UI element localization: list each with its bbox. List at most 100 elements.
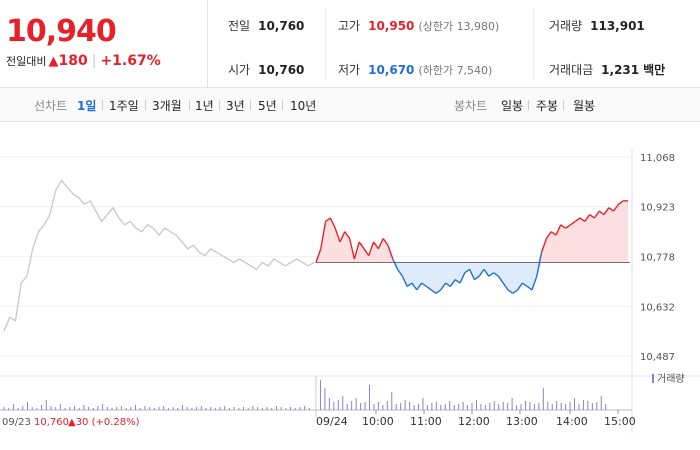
price-segment — [339, 231, 346, 243]
y-tick-label: 11,068 — [640, 153, 675, 164]
price-segment — [325, 217, 331, 222]
current-price: 10,940 — [6, 14, 117, 49]
price-segment — [603, 207, 610, 215]
price-segment — [565, 224, 571, 229]
divider — [563, 100, 564, 110]
divider — [145, 100, 146, 110]
tab-1week[interactable]: 1주일 — [109, 99, 139, 113]
tab-10year[interactable]: 10년 — [290, 99, 317, 113]
quote-header: 10,940 전일대비 ▲180 | +1.67% 전일 10,760 시가 10,760… — [0, 0, 700, 88]
price-segment — [373, 241, 379, 250]
price-segment — [526, 285, 533, 291]
price-segment — [593, 210, 600, 219]
price-segment — [574, 217, 581, 222]
price-segment — [608, 207, 615, 212]
price-segment — [473, 275, 480, 281]
tab-1year[interactable]: 1년 — [195, 99, 214, 113]
price-segment — [464, 268, 471, 274]
y-tick-label: 10,923 — [640, 203, 675, 214]
high-value: 10,950 — [368, 19, 415, 33]
divider — [250, 100, 251, 110]
open-price: 시가 10,760 — [228, 61, 304, 78]
price-segment — [430, 289, 437, 294]
high-label: 고가 — [338, 19, 361, 33]
price-segment — [555, 224, 562, 236]
low-value: 10,670 — [368, 63, 415, 77]
price-chart[interactable]: 11,068 10,923 10,778 10,632 10,487 거래량 09/24 10… — [0, 123, 700, 450]
divider — [282, 100, 283, 110]
price-segment — [531, 275, 538, 291]
price-chart-svg: 11,068 10,923 10,778 10,632 10,487 거래량 09/24 10… — [0, 149, 700, 433]
price-segment — [368, 241, 375, 256]
volume-value: 113,901 — [590, 19, 645, 33]
price-segment — [512, 289, 519, 294]
price-segment — [613, 203, 619, 212]
tab-3month[interactable]: 3개월 — [152, 99, 182, 113]
tab-1day[interactable]: 1일 — [77, 99, 97, 113]
x-tick-label: 10:00 — [362, 415, 394, 428]
change-label: 전일대비 — [6, 55, 47, 68]
y-tick-label: 10,778 — [640, 252, 675, 263]
divider — [528, 100, 529, 110]
price-segment — [521, 282, 528, 288]
amount-unit: 백만 — [643, 63, 666, 77]
upper-limit: (상한가 13,980) — [418, 20, 500, 33]
price-segment — [334, 228, 341, 243]
price-segment — [584, 214, 591, 222]
price-segment — [329, 217, 336, 229]
divider — [189, 100, 190, 110]
price-segment — [363, 248, 370, 257]
price-segment — [377, 238, 384, 250]
tab-daily-candle[interactable]: 일봉 — [501, 99, 524, 113]
x-tick-label: 13:00 — [506, 415, 538, 428]
amount-value: 1,231 — [601, 63, 640, 77]
price-segment — [478, 268, 485, 277]
tab-weekly-candle[interactable]: 주봉 — [536, 99, 559, 113]
y-tick-label: 10,487 — [640, 352, 675, 363]
tab-5year[interactable]: 5년 — [258, 99, 277, 113]
trade-amount: 거래대금 1,231 백만 — [549, 61, 665, 78]
prev-close: 전일 10,760 — [228, 17, 304, 34]
prev-day-change: ▲30 (+0.28%) — [68, 417, 140, 428]
price-segment — [348, 238, 356, 260]
open-label: 시가 — [228, 63, 251, 77]
price-segment — [320, 221, 327, 249]
price-segment — [483, 268, 490, 277]
price-segment — [449, 279, 456, 287]
x-tick-label: 15:00 — [604, 415, 636, 428]
lower-limit: (하한가 7,540) — [418, 64, 493, 77]
up-area — [316, 200, 628, 263]
price-segment — [536, 252, 543, 277]
price-segment — [560, 224, 567, 229]
x-tick-label: 11:00 — [410, 415, 442, 428]
price-segment — [540, 238, 548, 253]
price-segment — [550, 231, 557, 236]
price-segment — [421, 282, 427, 288]
price-segment — [392, 258, 399, 270]
up-arrow-icon: ▲ — [48, 54, 59, 69]
line-chart-label: 선차트 — [34, 99, 68, 113]
tab-3year[interactable]: 3년 — [226, 99, 245, 113]
volume-label: 거래량 — [549, 19, 583, 33]
tab-monthly-candle[interactable]: 월봉 — [573, 99, 596, 113]
price-segment — [502, 282, 509, 291]
amount-label: 거래대금 — [549, 63, 594, 77]
open-value: 10,760 — [258, 63, 305, 77]
low-price: 저가 10,670 (하한가 7,540) — [338, 61, 492, 78]
price-box: 10,940 전일대비 ▲180 | +1.67% — [0, 0, 208, 88]
divider — [102, 100, 103, 110]
change-percent: +1.67% — [100, 53, 161, 69]
price-segment — [493, 272, 499, 277]
x-tick-label: 12:00 — [458, 415, 490, 428]
price-segment — [315, 248, 322, 263]
price-segment — [569, 220, 576, 226]
price-segment — [545, 231, 552, 239]
price-segment — [435, 289, 442, 294]
price-segment — [507, 289, 514, 294]
prev-day-value: 10,760 — [34, 417, 69, 428]
price-segment — [617, 200, 624, 205]
price-segment — [401, 275, 408, 287]
prev-day-line — [3, 179, 315, 332]
chart-tabs: 선차트 1일 1주일 3개월 1년 3년 5년 10년 봉차트 일봉 주봉 월봉 — [0, 88, 700, 122]
